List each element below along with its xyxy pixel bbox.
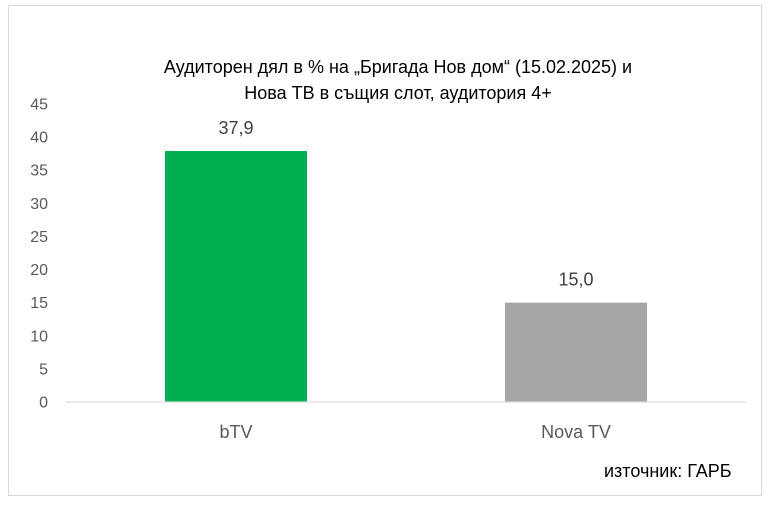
y-tick-label: 15 [30,295,48,312]
y-tick-label: 40 [30,130,48,147]
y-tick-label: 45 [30,97,48,114]
y-tick-label: 20 [30,262,48,279]
y-tick-label: 0 [39,395,48,412]
source-note: източник: ГАРБ [604,461,732,481]
chart-frame [8,5,762,496]
bar-nova-tv [505,302,647,402]
chart-title-line-1: Аудиторен дял в % на „Бригада Нов дом“ (… [163,57,633,77]
y-tick-label: 10 [30,328,48,345]
y-tick-label: 35 [30,163,48,180]
data-label: 37,9 [218,118,253,138]
y-tick-label: 30 [30,196,48,213]
bar-btv [165,151,307,402]
chart-title: Аудиторен дял в % на „Бригада Нов дом“ (… [0,54,770,106]
x-category-label: Nova TV [541,422,611,442]
x-category-label: bTV [219,422,252,442]
chart-title-line-2: Нова ТВ в същия слот, аудитория 4+ [244,83,552,103]
data-label: 15,0 [558,270,593,290]
y-tick-label: 25 [30,229,48,246]
y-tick-label: 5 [39,361,48,378]
